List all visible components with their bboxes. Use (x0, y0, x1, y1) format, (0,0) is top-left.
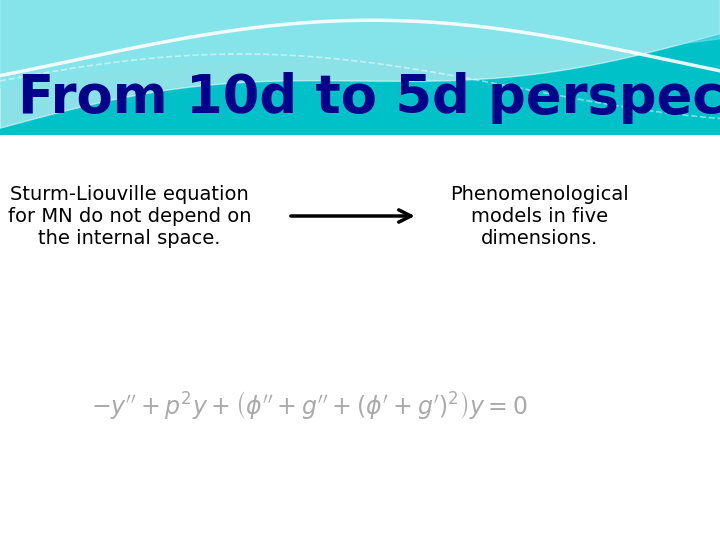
Text: Sturm-Liouville equation
for MN do not depend on
the internal space.: Sturm-Liouville equation for MN do not d… (8, 185, 251, 247)
Text: From 10d to 5d perspective.: From 10d to 5d perspective. (18, 72, 720, 124)
Text: 10 dimensions: 10 dimensions (31, 94, 257, 122)
Text: Phenomenological
models in five
dimensions.: Phenomenological models in five dimensio… (451, 185, 629, 247)
Text: 5 dimensions: 5 dimensions (436, 94, 644, 122)
Text: $-y'' + p^2 y + \left(\phi'' + g'' + (\phi' + g')^2\right) y = 0$: $-y'' + p^2 y + \left(\phi'' + g'' + (\p… (91, 389, 528, 421)
